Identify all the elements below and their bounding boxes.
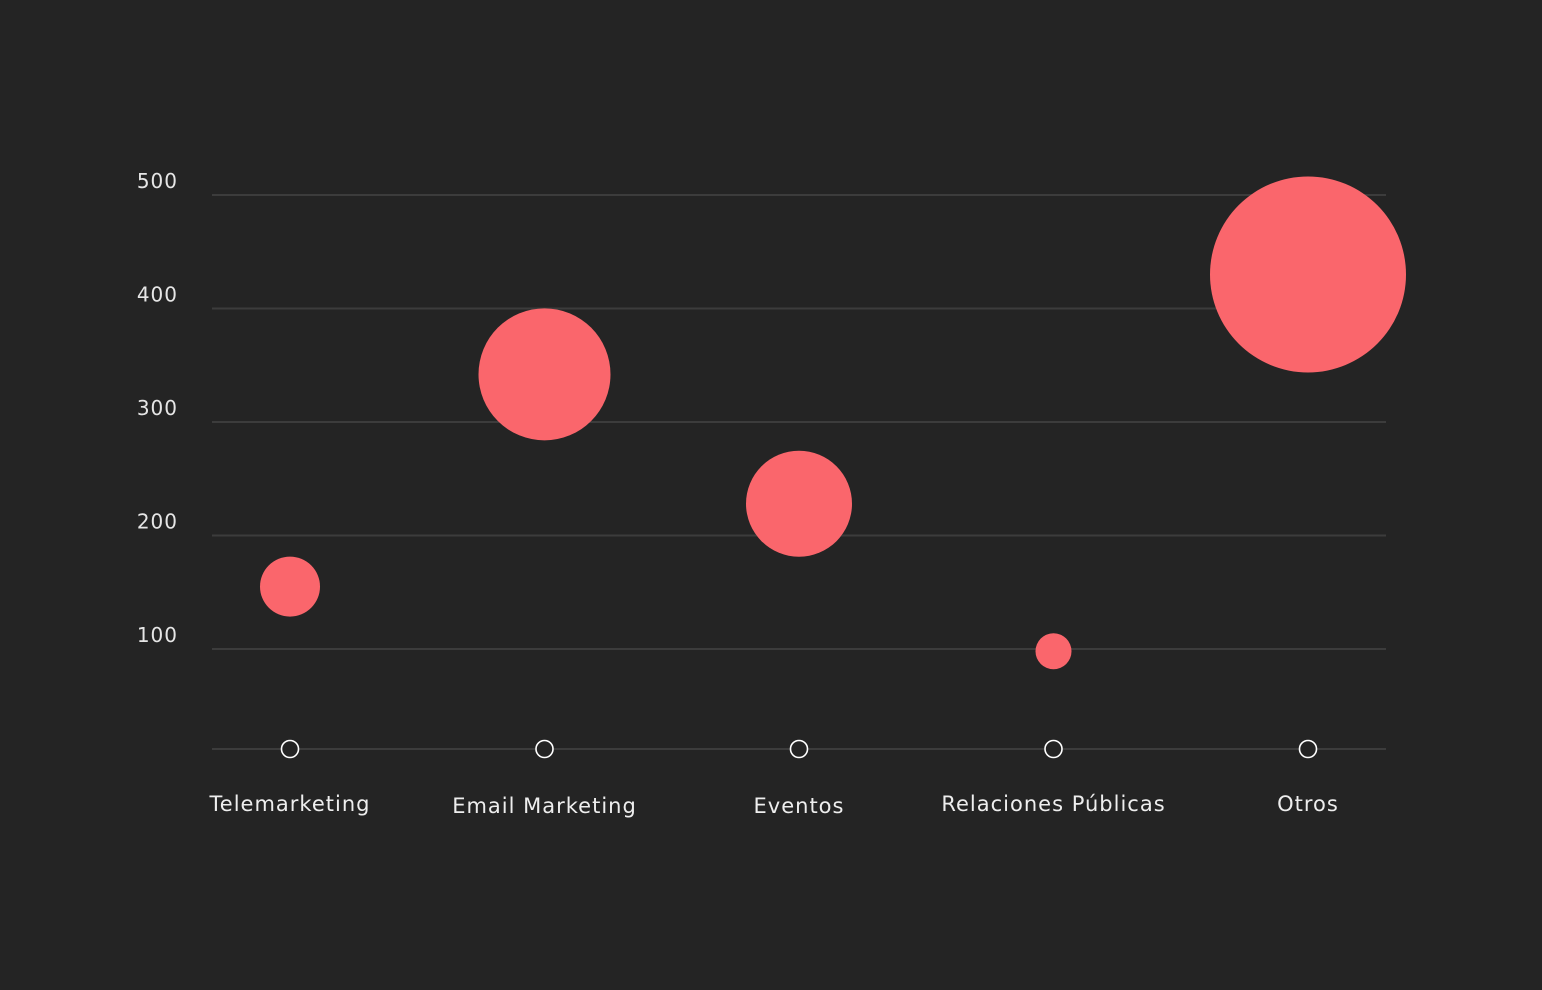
x-axis-ticks: Telemarketing Email Marketing Eventos Relac… <box>209 792 1339 818</box>
y-axis-ticks: 100 200 300 400 500 <box>137 169 178 647</box>
bubble-relaciones-públicas <box>1035 633 1072 670</box>
bubbles <box>260 176 1406 670</box>
x-axis-markers <box>280 739 1318 759</box>
x-marker <box>1298 739 1318 759</box>
bubble-eventos <box>746 450 852 557</box>
x-tick-label: Otros <box>1277 792 1339 816</box>
x-tick-label: Email Marketing <box>452 794 637 818</box>
x-tick-label: Telemarketing <box>209 792 371 816</box>
bubble-email-marketing <box>478 308 611 441</box>
y-tick-label: 200 <box>137 510 178 534</box>
y-tick-label: 100 <box>137 623 178 647</box>
bubble-telemarketing <box>260 556 320 617</box>
x-marker <box>1044 739 1063 759</box>
x-marker <box>280 739 300 759</box>
y-tick-label: 300 <box>137 396 178 420</box>
x-tick-label: Relaciones Públicas <box>941 792 1165 816</box>
y-tick-label: 400 <box>137 283 178 307</box>
y-tick-label: 500 <box>137 169 178 193</box>
bubble-otros <box>1210 176 1406 373</box>
x-tick-label: Eventos <box>754 794 845 818</box>
x-marker <box>535 739 554 759</box>
x-marker <box>789 739 809 759</box>
